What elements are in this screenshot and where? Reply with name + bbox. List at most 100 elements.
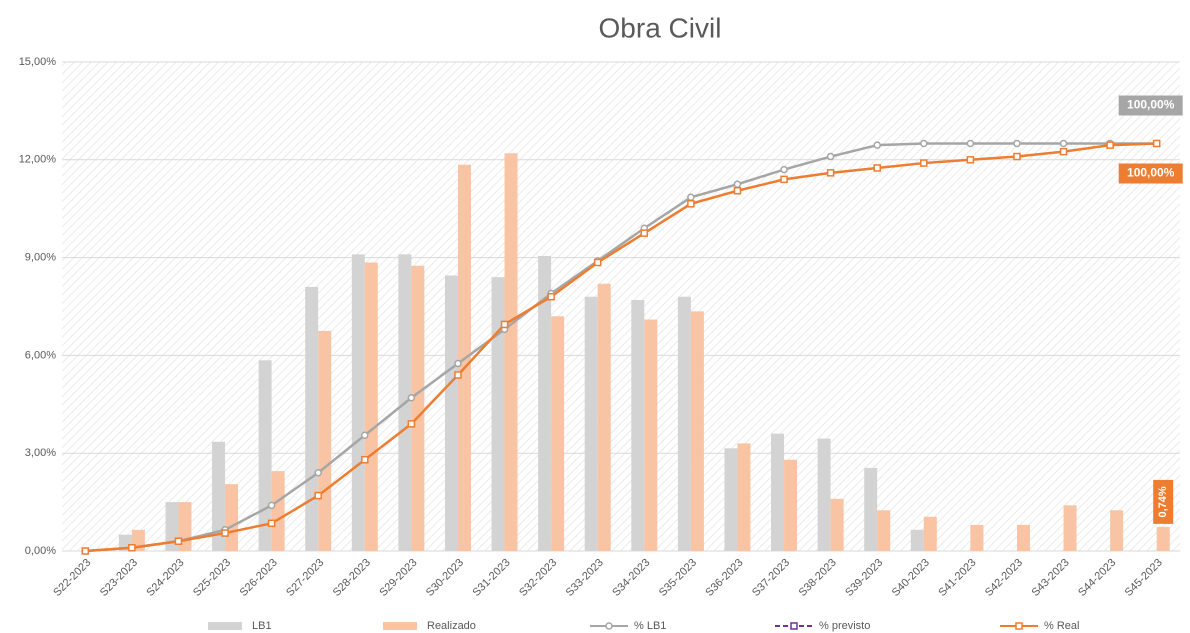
marker xyxy=(687,200,695,208)
bar xyxy=(258,360,272,551)
marker xyxy=(454,371,462,379)
x-tick-label: S27-2023 xyxy=(284,557,326,599)
marker xyxy=(500,320,509,329)
marker xyxy=(920,159,928,167)
marker xyxy=(733,180,742,188)
x-tick-label: S36-2023 xyxy=(703,557,745,599)
marker xyxy=(361,431,369,440)
marker xyxy=(780,175,788,184)
bar xyxy=(1110,510,1124,551)
bar xyxy=(225,484,239,551)
x-tick-label: S35-2023 xyxy=(657,557,699,599)
data-label: 0,74% xyxy=(1157,486,1169,517)
marker xyxy=(128,543,136,552)
bar xyxy=(784,459,798,551)
x-tick-label: S32-2023 xyxy=(517,557,559,599)
y-tick-label: 3,00% xyxy=(25,447,56,459)
bar xyxy=(444,275,458,551)
marker xyxy=(920,139,928,148)
bar xyxy=(677,296,691,551)
bar xyxy=(318,330,332,551)
data-label-box xyxy=(1118,163,1183,184)
x-tick-label: S23-2023 xyxy=(98,557,140,599)
legend-marker xyxy=(790,622,798,630)
chart-title: Obra Civil xyxy=(599,12,722,43)
legend-label: LB1 xyxy=(252,620,272,632)
x-tick-label: S44-2023 xyxy=(1076,557,1118,599)
bar xyxy=(584,296,598,551)
marker xyxy=(1059,147,1068,156)
bar xyxy=(551,316,565,551)
marker xyxy=(966,139,975,148)
marker xyxy=(314,491,322,500)
marker xyxy=(1059,139,1068,148)
x-tick-label: S26-2023 xyxy=(238,557,280,599)
bar xyxy=(491,277,505,551)
bar xyxy=(877,510,891,551)
x-tick-label: S24-2023 xyxy=(144,557,186,599)
x-tick-label: S38-2023 xyxy=(797,557,839,599)
marker xyxy=(267,501,276,510)
bar xyxy=(1156,526,1170,551)
marker xyxy=(407,420,416,428)
bar xyxy=(631,299,645,551)
x-tick-label: S28-2023 xyxy=(331,557,373,599)
x-tick-label: S40-2023 xyxy=(890,557,932,599)
line xyxy=(85,142,1157,553)
marker xyxy=(640,229,649,237)
marker xyxy=(1106,141,1114,149)
bar xyxy=(970,524,984,551)
data-label-box xyxy=(1118,95,1183,116)
bar xyxy=(305,286,319,551)
legend-marker xyxy=(1015,622,1023,630)
marker xyxy=(873,141,881,149)
marker xyxy=(221,529,229,537)
marker xyxy=(174,537,183,545)
y-tick-label: 6,00% xyxy=(25,349,56,361)
marker xyxy=(873,164,881,172)
bar xyxy=(1063,505,1077,551)
marker xyxy=(687,193,695,202)
legend-swatch xyxy=(208,622,242,630)
bar xyxy=(923,516,937,551)
x-tick-label: S45-2023 xyxy=(1123,557,1165,599)
bar xyxy=(910,529,924,551)
marker xyxy=(966,156,975,164)
bar xyxy=(737,443,751,551)
x-tick-label: S22-2023 xyxy=(51,557,93,599)
marker xyxy=(780,165,788,174)
bar xyxy=(771,433,785,551)
x-tick-label: S29-2023 xyxy=(377,557,419,599)
y-tick-label: 9,00% xyxy=(25,252,56,264)
data-label-box xyxy=(1153,479,1174,524)
plot-area xyxy=(62,62,1180,551)
legend-label: % LB1 xyxy=(634,620,666,632)
data-label: 100,00% xyxy=(1127,166,1175,180)
x-tick-label: S25-2023 xyxy=(191,557,233,599)
legend-swatch xyxy=(383,622,417,630)
marker xyxy=(593,258,602,267)
marker xyxy=(407,394,416,402)
x-tick-label: S42-2023 xyxy=(983,557,1025,599)
x-tick-label: S43-2023 xyxy=(1029,557,1071,599)
marker xyxy=(267,519,276,528)
bar xyxy=(411,265,425,551)
y-tick-label: 12,00% xyxy=(19,154,57,166)
marker xyxy=(733,187,742,195)
bar xyxy=(538,255,552,551)
bar xyxy=(1016,524,1030,551)
legend-label: % previsto xyxy=(819,620,870,632)
x-tick-label: S41-2023 xyxy=(936,557,978,599)
x-tick-label: S33-2023 xyxy=(564,557,606,599)
bar xyxy=(597,283,611,551)
x-tick-label: S39-2023 xyxy=(843,557,885,599)
marker xyxy=(454,359,462,368)
bar xyxy=(351,254,365,551)
bar xyxy=(644,319,658,551)
marker xyxy=(314,469,322,477)
x-tick-label: S34-2023 xyxy=(610,557,652,599)
marker xyxy=(547,292,555,301)
bar xyxy=(271,471,285,551)
marker xyxy=(826,169,835,177)
